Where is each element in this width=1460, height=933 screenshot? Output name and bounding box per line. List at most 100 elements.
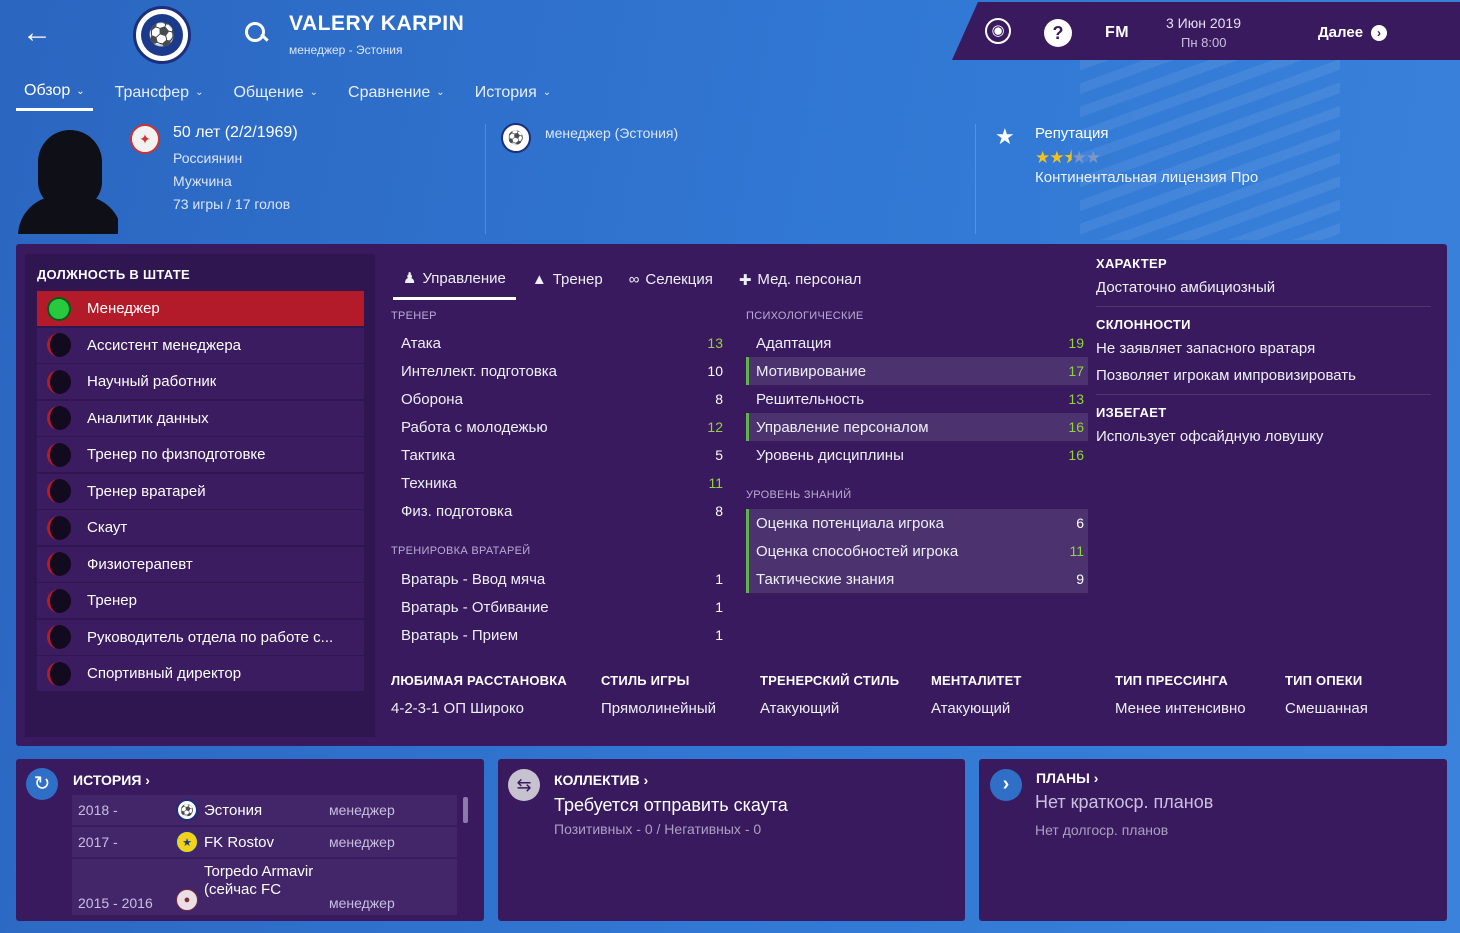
role-status-icon (47, 442, 71, 467)
table-row[interactable]: 2015 - 2016 ● Torpedo Armavir (сейчас FC … (72, 859, 457, 915)
main-nav: Обзор ⌄ Трансфер ⌄ Общение ⌄ Сравнение ⌄ Ист… (16, 82, 573, 111)
short-term-plans: Нет краткоср. планов (1035, 792, 1214, 812)
scrollbar[interactable] (463, 797, 468, 823)
chevron-down-icon: ⌄ (195, 87, 204, 98)
pressing-label: ТИП ПРЕССИНГА (1115, 673, 1228, 688)
nav-overview[interactable]: Обзор ⌄ (16, 82, 93, 111)
tab-management[interactable]: ♟ Управление (393, 266, 516, 300)
staff-role-data-analyst[interactable]: Аналитик данных (37, 400, 364, 436)
globe-icon[interactable]: ◉ (985, 18, 1011, 44)
back-arrow-icon[interactable]: ← (22, 16, 52, 49)
reputation-stars: ★★⯨★★ (1035, 145, 1101, 174)
nav-communication[interactable]: Общение ⌄ (233, 83, 319, 101)
plans-title[interactable]: ПЛАНЫ › (1036, 770, 1099, 786)
current-job[interactable]: менеджер (Эстония) (545, 125, 679, 141)
staff-role-manager[interactable]: Менеджер (37, 291, 364, 326)
person-name: VALERY KARPIN (289, 12, 465, 35)
preferred-formation-value: 4-2-3-1 ОП Широко (391, 700, 525, 717)
history-title[interactable]: ИСТОРИЯ › (73, 772, 150, 788)
attribute-row: Адаптация 19 (756, 334, 1084, 352)
current-time: Пн 8:00 (1181, 35, 1227, 50)
chevron-down-icon: ⌄ (436, 87, 445, 98)
fm-logo[interactable]: FM (1105, 24, 1130, 41)
divider (1096, 394, 1431, 395)
nav-transfer[interactable]: Трансфер ⌄ (114, 83, 204, 101)
person-silhouette (18, 126, 118, 234)
coaching-style-label: ТРЕНЕРСКИЙ СТИЛЬ (760, 673, 900, 688)
attribute-row-highlighted: Тактические знания 9 (746, 565, 1088, 593)
avoids-title: ИЗБЕГАЕТ (1096, 405, 1167, 420)
russia-flag-icon: ✦ (130, 124, 160, 154)
nav-comparison[interactable]: Сравнение ⌄ (348, 83, 445, 101)
staff-role-director-of-football[interactable]: Спортивный директор (37, 656, 364, 691)
marking-value: Смешанная (1285, 700, 1368, 717)
search-icon[interactable] (243, 20, 269, 46)
attribute-row: Решительность 13 (756, 390, 1084, 408)
nav-history[interactable]: История ⌄ (474, 83, 552, 101)
attribute-row-highlighted: Оценка потенциала игрока 6 (746, 509, 1088, 537)
playing-style-label: СТИЛЬ ИГРЫ (601, 673, 690, 688)
attribute-row: Тактика 5 (401, 446, 723, 464)
staff-role-gk-coach[interactable]: Тренер вратарей (37, 473, 364, 509)
tendency-item: Позволяет игрокам импровизировать (1096, 367, 1356, 384)
attribute-tabs: ♟ Управление ▲ Тренер ∞ Селекция ✚ Мед. перс… (393, 266, 877, 300)
coaching-style-value: Атакующий (760, 700, 840, 717)
staff-role-coach[interactable]: Тренер (37, 583, 364, 618)
mentality-label: МЕНТАЛИТЕТ (931, 673, 1022, 688)
next-button-label: Далее (1318, 24, 1364, 41)
collective-status: Требуется отправить скаута (554, 795, 788, 815)
attribute-row: Уровень дисциплины 16 (756, 446, 1084, 464)
next-button[interactable]: Далее › (1318, 24, 1388, 41)
divider (485, 124, 486, 234)
attribute-row-highlighted: Мотивирование 17 (746, 357, 1088, 385)
international-caps: 73 игры / 17 голов (173, 196, 291, 212)
staff-role-assistant-manager[interactable]: Ассистент менеджера (37, 327, 364, 363)
chevron-right-icon: › (1371, 24, 1388, 41)
attribute-row: Вратарь - Отбивание 1 (401, 598, 723, 616)
history-refresh-icon: ↻ (26, 768, 58, 800)
tab-medical[interactable]: ✚ Мед. персонал (738, 271, 862, 289)
football-icon: ⚽ (141, 14, 183, 56)
character-title: ХАРАКТЕР (1096, 256, 1167, 271)
role-status-icon (47, 296, 71, 321)
attribute-row-highlighted: Управление персоналом 16 (746, 413, 1088, 441)
avoid-item: Использует офсайдную ловушку (1096, 428, 1324, 445)
role-status-icon (47, 406, 71, 430)
section-coach-title: ТРЕНЕР (391, 310, 437, 322)
staff-role-physio[interactable]: Физиотерапевт (37, 546, 364, 582)
attribute-row: Работа с молодежью 12 (401, 418, 723, 436)
attribute-row: Техника 11 (401, 474, 723, 492)
tab-coach[interactable]: ▲ Тренер (531, 271, 603, 288)
medical-kit-icon: ✚ (738, 271, 752, 289)
playing-style-value: Прямолинейный (601, 700, 716, 717)
age: 50 лет (2/2/1969) (173, 124, 298, 141)
staff-role-fitness-coach[interactable]: Тренер по физподготовке (37, 437, 364, 472)
collective-icon: ⇆ (508, 769, 540, 801)
staff-role-head-of-youth[interactable]: Руководитель отдела по работе с... (37, 619, 364, 655)
marking-label: ТИП ОПЕКИ (1285, 673, 1363, 688)
club-badge[interactable]: ⚽ (133, 6, 191, 64)
section-mental-title: ПСИХОЛОГИЧЕСКИЕ (746, 310, 864, 322)
tab-scouting[interactable]: ∞ Селекция (628, 271, 713, 288)
attribute-row: Вратарь - Прием 1 (401, 626, 723, 644)
estonia-badge-icon: ⚽ (176, 799, 198, 821)
chevron-down-icon: ⌄ (542, 87, 552, 98)
section-gk-title: ТРЕНИРОВКА ВРАТАРЕЙ (391, 545, 531, 557)
estonia-badge-icon[interactable]: ⚽ (501, 123, 531, 153)
table-row[interactable]: 2018 - ⚽ Эстония менеджер (72, 795, 457, 825)
staff-role-list: Менеджер Ассистент менеджера Научный раб… (37, 291, 364, 693)
knowledge-attributes: Оценка потенциала игрока 6 Оценка способн… (746, 509, 1088, 593)
tendency-item: Не заявляет запасного вратаря (1096, 340, 1316, 357)
current-date: 3 Июн 2019 (1166, 15, 1242, 31)
table-row[interactable]: 2017 - ★ FK Rostov менеджер (72, 827, 457, 857)
history-table: 2018 - ⚽ Эстония менеджер 2017 - ★ FK Rost… (72, 795, 457, 917)
collective-title[interactable]: КОЛЛЕКТИВ › (554, 772, 649, 788)
binoculars-icon: ∞ (628, 271, 640, 288)
role-status-icon (47, 333, 71, 357)
help-icon[interactable]: ? (1044, 19, 1072, 47)
mentality-value: Атакующий (931, 700, 1011, 717)
collective-panel (498, 759, 965, 921)
staff-role-sports-scientist[interactable]: Научный работник (37, 364, 364, 399)
staff-role-scout[interactable]: Скаут (37, 510, 364, 545)
gk-attributes: Вратарь - Ввод мяча 1 Вратарь - Отбивание… (391, 565, 727, 649)
